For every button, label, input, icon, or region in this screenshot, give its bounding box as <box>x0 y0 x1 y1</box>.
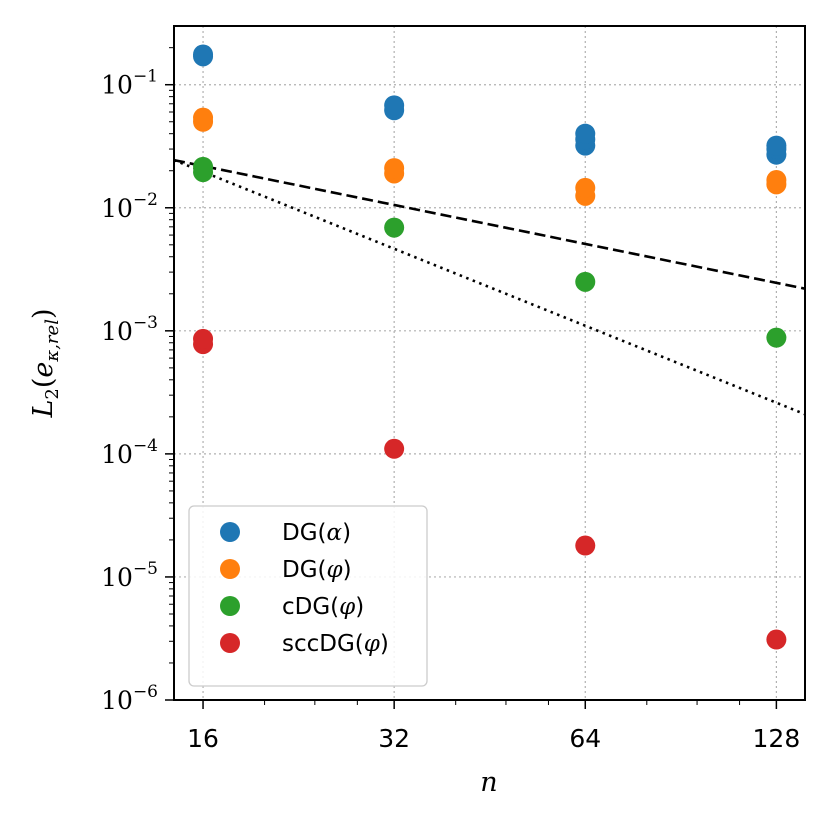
y-axis-title: L2(eκ,rel) <box>28 308 63 418</box>
reference-line-dotted <box>173 158 806 416</box>
data-point-series-1 <box>575 177 596 198</box>
legend-marker <box>220 522 240 542</box>
legend-marker <box>220 559 240 579</box>
legend-marker <box>220 596 240 616</box>
reference-line-dashed <box>173 158 806 290</box>
x-tick-label: 64 <box>569 724 601 753</box>
data-point-series-1 <box>193 107 214 128</box>
y-tick-label: 10−2 <box>101 190 158 223</box>
y-tick-label: 10−4 <box>101 436 158 469</box>
data-point-series-3 <box>193 328 214 349</box>
plot-frame <box>173 25 806 701</box>
y-tick-label: 10−5 <box>101 559 158 592</box>
data-point-series-0 <box>193 44 214 65</box>
legend-label: DG(α) <box>282 520 351 546</box>
data-point-series-1 <box>766 170 787 191</box>
y-tick-label: 10−6 <box>101 682 158 715</box>
x-tick-label: 16 <box>187 724 219 753</box>
legend-label: cDG(φ) <box>282 594 364 620</box>
legend: DG(α) DG(φ) cDG(φ) sccDG(φ) <box>188 505 428 687</box>
y-axis: 10−6 10−5 10−4 10−3 10−2 10−1 <box>101 67 174 715</box>
x-tick-label: 128 <box>753 724 801 753</box>
data-point-series-0 <box>766 135 787 156</box>
data-point-series-3 <box>766 629 787 650</box>
data-point-series-3 <box>384 438 405 459</box>
y-tick-label: 10−3 <box>101 313 158 346</box>
y-tick-label: 10−1 <box>101 67 158 100</box>
legend-label: DG(φ) <box>282 557 352 583</box>
x-axis-title: n <box>480 767 497 798</box>
data-point-series-2 <box>193 156 214 177</box>
data-point-series-0 <box>384 95 405 116</box>
data-point-series-3 <box>575 535 596 556</box>
data-point-series-2 <box>575 271 596 292</box>
legend-marker <box>220 633 240 653</box>
data-point-series-2 <box>766 327 787 348</box>
data-points <box>193 44 787 650</box>
x-tick-label: 32 <box>378 724 410 753</box>
legend-label: sccDG(φ) <box>282 631 389 657</box>
legend-box <box>188 505 428 687</box>
reference-lines <box>173 158 806 416</box>
data-point-series-1 <box>384 158 405 179</box>
x-axis: 16 32 64 128 <box>187 700 800 753</box>
data-point-series-2 <box>384 217 405 238</box>
data-point-series-0 <box>575 123 596 144</box>
